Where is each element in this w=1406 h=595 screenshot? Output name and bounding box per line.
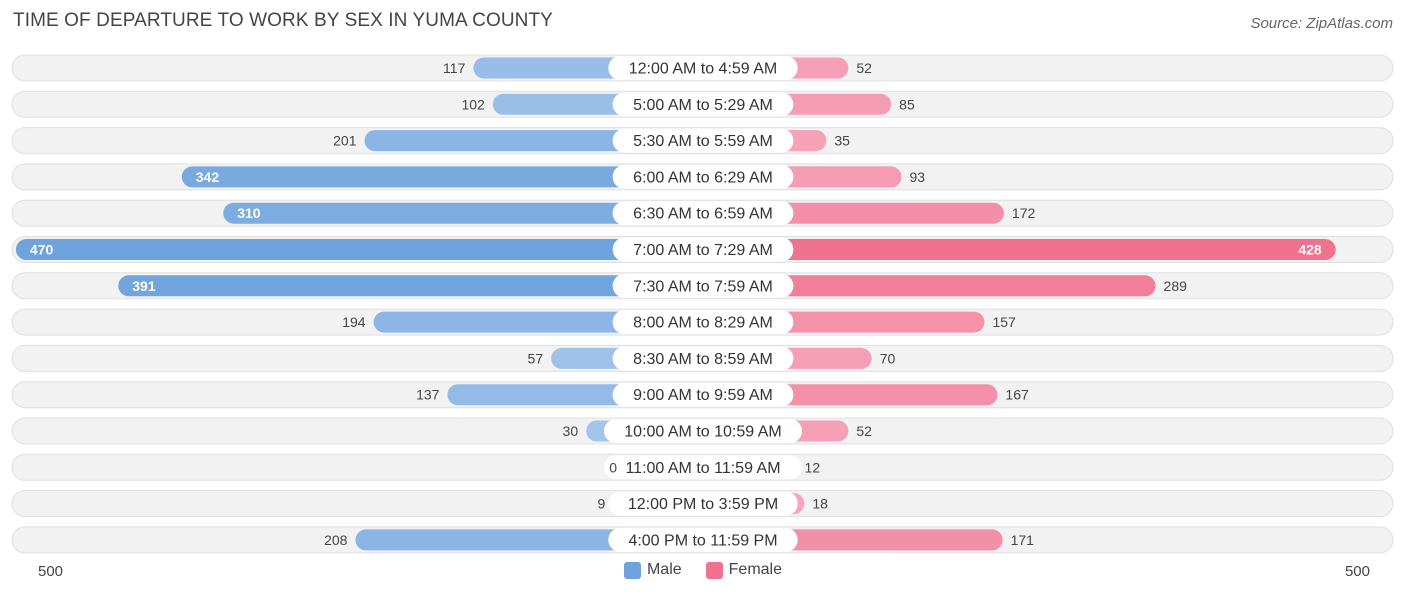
value-label-male: 137 [416,387,440,403]
category-label-background [612,346,794,371]
chart-row: 7:30 AM to 7:59 AM 391 289 [11,272,1394,300]
category-label-background [612,382,794,407]
category-label-background [612,92,794,117]
value-label-male: 391 [132,278,156,294]
value-label-female: 172 [1012,205,1036,221]
category-label: 7:30 AM to 7:59 AM [633,278,773,295]
chart-row: 7:00 AM to 7:29 AM 470 428 [11,236,1394,263]
value-label-male: 30 [563,423,579,439]
value-label-male: 194 [342,314,366,330]
category-label: 6:30 AM to 6:59 AM [633,206,773,223]
value-label-female: 93 [910,169,926,185]
chart-row: 10:00 AM to 10:59 AM 30 52 [11,417,1394,445]
legend-label-female: Female [728,561,783,578]
chart-row: 11:00 AM to 11:59 AM 0 12 [11,453,1394,481]
category-label: 8:00 AM to 8:29 AM [633,315,773,332]
chart-source: Source: ZipAtlas.com [1250,15,1393,32]
category-label-background [612,310,794,335]
value-label-male: 201 [333,133,357,149]
value-label-female: 18 [812,496,828,512]
bar-male [223,202,704,224]
chart-row: 8:30 AM to 8:59 AM 57 70 [11,344,1394,372]
category-label: 5:00 AM to 5:29 AM [633,97,773,114]
category-label-background [608,56,798,80]
bar-female [703,239,1336,260]
chart-row: 8:00 AM to 8:29 AM 194 157 [11,308,1394,336]
category-label-background [608,527,798,552]
category-label-background [612,164,794,189]
value-label-male: 310 [237,205,261,221]
category-label: 8:30 AM to 8:59 AM [633,351,773,368]
chart-row: 9:00 AM to 9:59 AM 137 167 [11,381,1394,409]
category-label: 7:00 AM to 7:29 AM [633,242,773,259]
category-label: 4:00 PM to 11:59 PM [628,532,777,549]
value-label-female: 52 [856,423,872,439]
value-label-male: 0 [609,459,617,475]
legend: Male Female [0,561,1406,579]
category-label: 10:00 AM to 10:59 AM [624,424,781,441]
value-label-male: 9 [598,496,606,512]
category-label: 5:30 AM to 5:59 AM [633,133,773,150]
category-label-background [608,491,798,516]
legend-item-male: Male [623,561,682,579]
chart-row: 5:00 AM to 5:29 AM 102 85 [11,90,1394,118]
category-label-background [612,273,794,298]
bar-female [703,275,1156,297]
value-label-female: 70 [880,350,896,366]
category-label: 11:00 AM to 11:59 AM [625,460,780,477]
category-label-background [612,201,794,226]
category-label-background [604,419,802,443]
chart-title: TIME OF DEPARTURE TO WORK BY SEX IN YUMA… [13,10,553,31]
value-label-female: 52 [856,60,872,76]
value-label-female: 35 [834,133,850,149]
chart-row: 12:00 AM to 4:59 AM 117 52 [11,54,1394,82]
value-label-female: 157 [992,314,1016,330]
bar-male [118,275,704,297]
category-label-background [612,237,794,262]
category-label-background [612,128,794,153]
value-label-male: 470 [30,242,54,258]
value-label-female: 167 [1005,387,1029,403]
legend-item-female: Female [705,561,783,579]
axis-right-label: 500 [1344,563,1370,580]
legend-swatch-male [623,561,641,579]
category-label: 9:00 AM to 9:59 AM [633,387,773,404]
value-label-female: 428 [1298,242,1322,258]
value-label-male: 57 [528,350,544,366]
value-label-female: 85 [899,96,915,112]
value-label-female: 171 [1011,532,1035,548]
chart-row: 12:00 PM to 3:59 PM 9 18 [11,490,1394,518]
category-label: 12:00 PM to 3:59 PM [628,496,778,513]
legend-label-male: Male [646,561,682,578]
chart-row: 5:30 AM to 5:59 AM 201 35 [11,127,1394,155]
chart-row: 6:30 AM to 6:59 AM 310 172 [11,199,1394,227]
bar-male [15,239,703,260]
axis-left-label: 500 [38,563,64,580]
category-label: 6:00 AM to 6:29 AM [633,169,773,186]
category-label: 12:00 AM to 4:59 AM [629,61,778,78]
value-label-male: 102 [461,96,485,112]
value-label-female: 12 [805,459,821,475]
value-label-male: 342 [196,169,220,185]
value-label-male: 117 [443,60,466,76]
value-label-female: 289 [1164,278,1188,294]
chart-canvas: 12:00 AM to 4:59 AM 117 52 5:00 AM to 5:29 … [11,54,1394,554]
chart-row: 6:00 AM to 6:29 AM 342 93 [11,163,1394,191]
category-label-background [604,455,802,480]
value-label-male: 208 [324,532,348,548]
legend-swatch-female [705,561,723,579]
chart-row: 4:00 PM to 11:59 PM 208 171 [11,526,1394,554]
bar-male [181,166,703,188]
